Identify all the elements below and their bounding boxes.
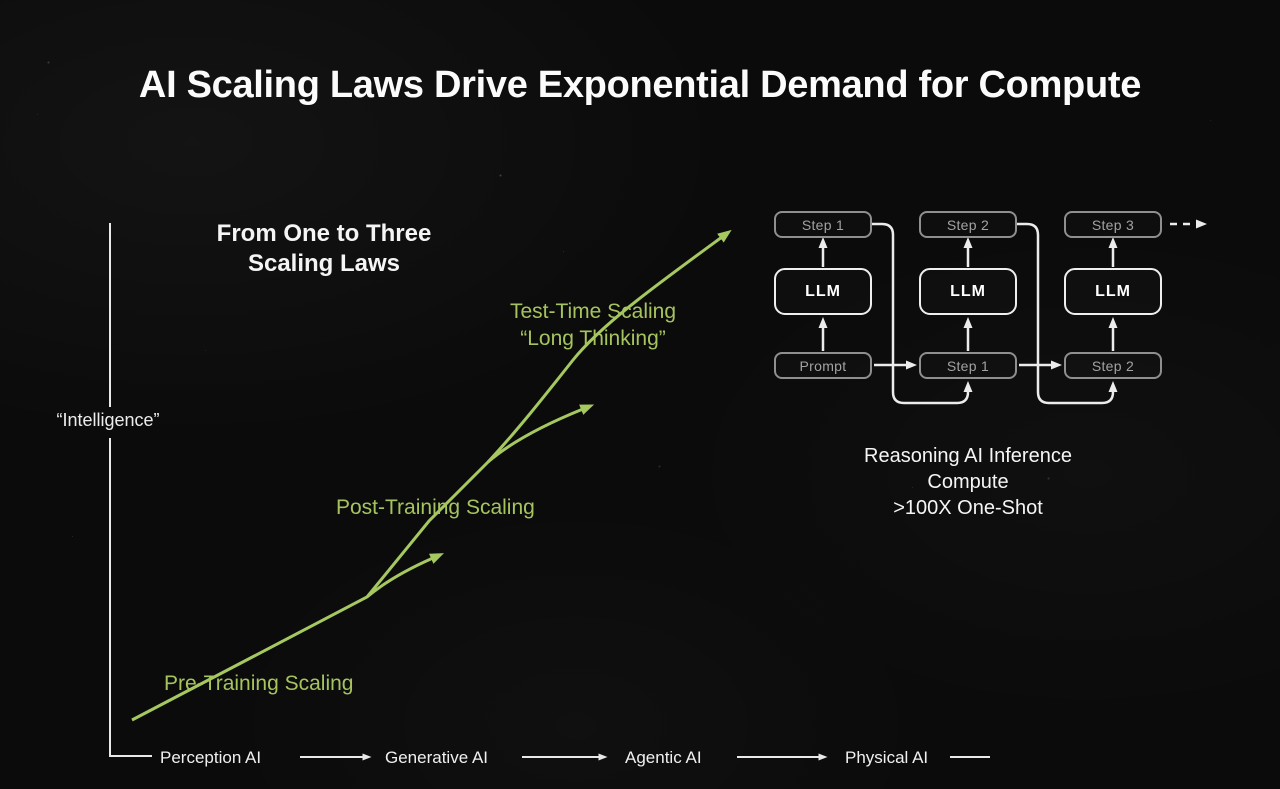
annotation-line-1: From One to Three <box>216 220 432 247</box>
post-training-scaling-label: Post-Training Scaling <box>336 496 535 519</box>
reasoning-inference-caption: Reasoning AI Inference Compute >100X One… <box>818 443 1118 521</box>
flow-box-step1-output: Step 1 <box>774 211 872 238</box>
flow-box-llm-1: LLM <box>774 268 872 315</box>
y-axis-label: “Intelligence” <box>56 410 160 430</box>
step2-feedback-loop <box>1017 222 1118 405</box>
flow-box-llm-2: LLM <box>919 268 1017 315</box>
test-time-scaling-label: Test-Time Scaling “Long Thinking” <box>473 298 713 352</box>
pre-training-branch-arrow <box>366 553 444 599</box>
x-axis-label-generative-ai: Generative AI <box>385 748 489 767</box>
flow-box-llm-3: LLM <box>1064 268 1162 315</box>
caption-line-1: Reasoning AI Inference <box>864 445 1072 467</box>
flow-box-step2-input: Step 2 <box>1064 352 1162 379</box>
flow-box-prompt: Prompt <box>774 352 872 379</box>
x-axis-label-physical-ai: Physical AI <box>845 748 929 767</box>
test-time-scaling-line-2: “Long Thinking” <box>520 327 666 350</box>
flow-box-step1-input: Step 1 <box>919 352 1017 379</box>
caption-line-2: Compute <box>927 471 1009 493</box>
flow-box-step2-output: Step 2 <box>919 211 1017 238</box>
test-time-scaling-line-1: Test-Time Scaling <box>509 300 677 323</box>
scaling-laws-annotation: From One to Three Scaling Laws <box>194 219 454 279</box>
post-training-branch-arrow <box>487 404 595 464</box>
x-axis-label-perception-ai: Perception AI <box>160 748 262 767</box>
flow-box-step3-output: Step 3 <box>1064 211 1162 238</box>
y-axis-line-lower <box>109 438 152 757</box>
caption-line-3: >100X One-Shot <box>893 497 1043 519</box>
step1-feedback-loop <box>872 222 973 405</box>
pre-training-scaling-label: Pre-Training Scaling <box>164 672 354 695</box>
test-time-scaling-curve <box>131 229 732 722</box>
annotation-line-2: Scaling Laws <box>247 250 401 277</box>
slide-title: AI Scaling Laws Drive Exponential Demand… <box>138 64 1142 106</box>
x-axis-label-agentic-ai: Agentic AI <box>625 748 702 767</box>
